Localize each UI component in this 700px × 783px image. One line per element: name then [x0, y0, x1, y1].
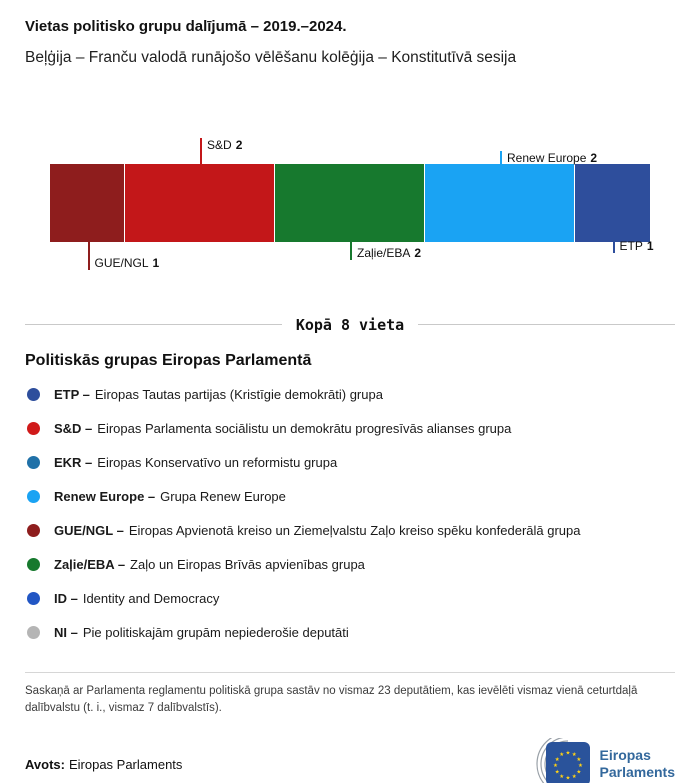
legend-item-etp: ETP – Eiropas Tautas partijas (Kristīgie… [25, 378, 675, 412]
callout-label: S&D [207, 137, 232, 152]
svg-text:★: ★ [578, 763, 583, 769]
callout-label: Renew Europe [507, 150, 587, 165]
legend-desc: Eiropas Apvienotā kreiso un Ziemeļvalstu… [128, 523, 581, 539]
legend-color-dot [27, 388, 40, 402]
legend-abbr: S&D – [54, 421, 93, 437]
svg-text:★: ★ [576, 769, 581, 775]
legend-abbr: ID – [54, 591, 78, 607]
svg-text:★: ★ [576, 757, 581, 763]
legend-item-gue-ngl: GUE/NGL – Eiropas Apvienotā kreiso un Zi… [25, 514, 675, 548]
legend-desc: Eiropas Konservatīvo un reformistu grupa [97, 455, 338, 471]
legend-desc: Grupa Renew Europe [160, 489, 286, 505]
legend-item-ni: NI – Pie politiskajām grupām nepiederoši… [25, 616, 675, 650]
legend-abbr: NI – [54, 625, 78, 641]
legend-color-dot [27, 524, 40, 538]
legend-color-dot [27, 626, 40, 640]
callout-renew-europe: Renew Europe 2 [500, 150, 598, 165]
svg-text:★: ★ [571, 752, 576, 758]
legend-desc: Eiropas Parlamenta sociālistu un demokrā… [97, 421, 512, 437]
svg-text:★: ★ [554, 757, 559, 763]
seat-bar [50, 163, 650, 242]
ep-logo-line1: Eiropas [599, 746, 651, 763]
callout-label: GUE/NGL [94, 255, 149, 270]
legend-desc: Eiropas Tautas partijas (Kristīgie demok… [94, 387, 383, 403]
bar-segment-etp[interactable] [575, 163, 650, 242]
page-title: Vietas politisko grupu dalījumā – 2019.–… [25, 18, 347, 35]
legend-abbr: ETP – [54, 387, 90, 403]
footnote: Saskaņā ar Parlamenta reglamentu politis… [25, 684, 638, 714]
legend-desc: Identity and Democracy [82, 591, 220, 607]
page-subtitle: Beļģija – Franču valodā runājošo vēlēšan… [25, 48, 517, 66]
callout-label: Zaļie/EBA [357, 245, 411, 260]
svg-text:★: ★ [554, 769, 559, 775]
legend-item-id: ID – Identity and Democracy [25, 582, 675, 616]
total-seats-divider: Kopā 8 vieta [25, 316, 675, 334]
legend-color-dot [27, 422, 40, 436]
legend-heading: Politiskās grupas Eiropas Parlamentā [25, 351, 312, 369]
callout-label: ETP [619, 238, 643, 253]
ep-logo-line2: Parlaments [599, 764, 675, 781]
callout-gue-ngl: GUE/NGL 1 [87, 241, 160, 270]
bar-segment-sd[interactable] [125, 163, 275, 242]
legend-color-dot [27, 490, 40, 504]
callout-value: 2 [590, 150, 598, 165]
legend-abbr: GUE/NGL – [54, 523, 124, 539]
svg-text:★: ★ [559, 774, 564, 780]
callout-value: 1 [152, 255, 160, 270]
legend-color-dot [27, 592, 40, 606]
bar-segment-gue-ngl[interactable] [50, 163, 125, 242]
source-label: Avots: [25, 756, 65, 772]
ep-emblem-icon: ★ ★ ★ ★ ★ ★ ★ ★ ★ ★ ★ ★ [536, 738, 590, 783]
callout-etp: ETP 1 [612, 238, 654, 253]
european-parliament-logo: ★ ★ ★ ★ ★ ★ ★ ★ ★ ★ ★ ★ Eiropas Parlamen… [514, 738, 675, 783]
legend-desc: Pie politiskajām grupām nepiederošie dep… [82, 625, 349, 641]
source-line: Avots: Eiropas Parlaments [25, 757, 182, 772]
legend-item-renew-europe: Renew Europe – Grupa Renew Europe [25, 480, 675, 514]
source-value: Eiropas Parlaments [68, 756, 183, 772]
svg-text:★: ★ [559, 752, 564, 758]
svg-text:★: ★ [565, 751, 570, 757]
divider-line [25, 324, 282, 326]
svg-text:★: ★ [565, 776, 570, 782]
divider-line [418, 324, 675, 326]
seat-distribution-chart: S&D 2 Renew Europe 2 GUE/NGL 1 Zaļie/EBA 2 E… [50, 124, 654, 288]
chart-below-labels: GUE/NGL 1 Zaļie/EBA 2 ETP 1 [50, 239, 654, 288]
legend-color-dot [27, 456, 40, 470]
bar-segment-renew-europe[interactable] [425, 163, 575, 242]
legend-abbr: Zaļie/EBA – [54, 557, 126, 573]
chart-above-labels: S&D 2 Renew Europe 2 [50, 124, 650, 165]
svg-text:★: ★ [571, 774, 576, 780]
svg-text:★: ★ [553, 763, 558, 769]
callout-value: 2 [414, 245, 422, 260]
legend-desc: Zaļo un Eiropas Brīvās apvienības grupa [130, 557, 365, 573]
legend-abbr: Renew Europe – [54, 489, 156, 505]
bottom-row: Avots: Eiropas Parlaments ★ ★ ★ ★ ★ ★ [25, 738, 675, 783]
callout-value: 2 [235, 137, 243, 152]
legend-item-zalie-eba: Zaļie/EBA – Zaļo un Eiropas Brīvās apvie… [25, 548, 675, 582]
callout-value: 1 [646, 238, 654, 253]
total-seats-label: Kopā 8 vieta [295, 315, 405, 334]
legend-item-sd: S&D – Eiropas Parlamenta sociālistu un d… [25, 412, 675, 446]
legend-item-ekr: EKR – Eiropas Konservatīvo un reformistu… [25, 446, 675, 480]
callout-zalie-eba: Zaļie/EBA 2 [350, 241, 422, 260]
legend-abbr: EKR – [54, 455, 93, 471]
legend-list: ETP – Eiropas Tautas partijas (Kristīgie… [25, 378, 675, 650]
footnote-divider [25, 671, 675, 673]
legend-color-dot [27, 558, 40, 572]
callout-sd: S&D 2 [200, 137, 243, 164]
bar-segment-zalie-eba[interactable] [275, 163, 425, 242]
ep-logo-wordmark: Eiropas Parlaments [600, 747, 675, 782]
